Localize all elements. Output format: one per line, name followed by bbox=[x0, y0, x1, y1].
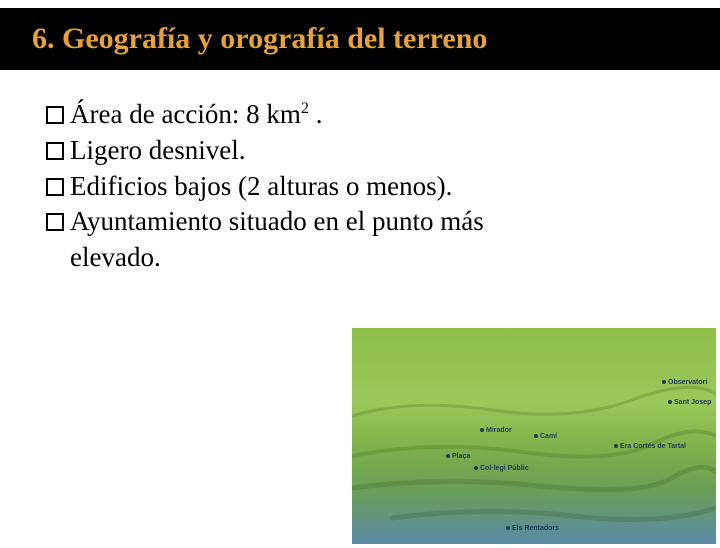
bullet-text: Área de acción: 8 km2 . bbox=[70, 98, 323, 132]
bullet-item-desnivel: Ligero desnivel. bbox=[46, 134, 680, 168]
svg-text:Col·legi Públic: Col·legi Públic bbox=[480, 465, 529, 472]
svg-text:Sant Josep: Sant Josep bbox=[674, 399, 711, 406]
bullet-item-edificios: Edificios bajos (2 alturas o menos). bbox=[46, 170, 680, 204]
content-area: Área de acción: 8 km2 . Ligero desnivel.… bbox=[0, 70, 720, 275]
slide-title: 6. Geografía y orografía del terreno bbox=[32, 22, 696, 56]
terrain-map-svg: Observatori Sant Josep Mirador Camí Plaça Col… bbox=[352, 328, 716, 544]
bullet-box-icon bbox=[46, 106, 64, 124]
terrain-map: Observatori Sant Josep Mirador Camí Plaça Col… bbox=[352, 328, 716, 544]
bullet-text: Ligero desnivel. bbox=[70, 134, 245, 168]
svg-text:Els Rentadors: Els Rentadors bbox=[512, 525, 559, 532]
bullet-text: Ayuntamiento situado en el punto más bbox=[70, 205, 484, 239]
svg-text:Era Cortés de Tartal: Era Cortés de Tartal bbox=[620, 443, 686, 450]
svg-text:Plaça: Plaça bbox=[452, 453, 470, 460]
svg-text:Camí: Camí bbox=[540, 433, 558, 440]
bullet-box-icon bbox=[46, 142, 64, 160]
bullet-item-ayuntamiento: Ayuntamiento situado en el punto más bbox=[46, 205, 680, 239]
bullet-item-area: Área de acción: 8 km2 . bbox=[46, 98, 680, 132]
bullet-text-cont: elevado. bbox=[70, 242, 161, 272]
svg-text:Observatori: Observatori bbox=[668, 379, 707, 386]
bullet-text: Edificios bajos (2 alturas o menos). bbox=[70, 170, 452, 204]
bullet-box-icon bbox=[46, 213, 64, 231]
title-bar: 6. Geografía y orografía del terreno bbox=[0, 8, 720, 70]
svg-text:Mirador: Mirador bbox=[486, 427, 512, 434]
bullet-box-icon bbox=[46, 178, 64, 196]
bullet-item-ayuntamiento-cont: elevado. bbox=[46, 241, 680, 275]
